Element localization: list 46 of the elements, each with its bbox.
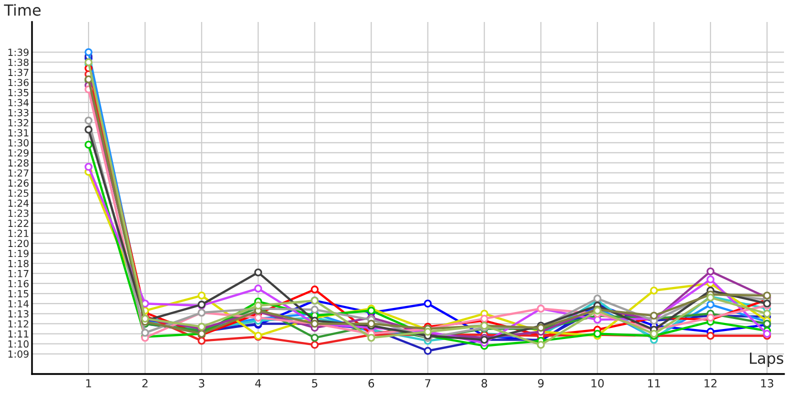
y-tick-label: 1:32 xyxy=(8,119,28,126)
y-tick-label: 1:31 xyxy=(8,129,28,136)
y-tick-label: 1:11 xyxy=(8,330,28,338)
x-tick-label: 4 xyxy=(255,379,262,388)
y-tick-label: 1:36 xyxy=(8,78,29,86)
y-tick-label: 1:24 xyxy=(8,200,29,207)
x-tick-label: 2 xyxy=(142,379,148,388)
y-tick-label: 1:13 xyxy=(8,310,28,318)
x-axis-title: Laps xyxy=(750,352,784,367)
x-tick-label: 13 xyxy=(761,379,774,388)
x-tick-label: 5 xyxy=(312,379,318,388)
x-tick-label: 12 xyxy=(704,379,716,388)
x-tick-label: 11 xyxy=(648,379,660,388)
y-tick-label: 1:15 xyxy=(8,290,28,298)
x-tick-label: 8 xyxy=(482,379,488,388)
y-tick-label: 1:10 xyxy=(8,340,29,348)
x-tick-label: 7 xyxy=(425,379,430,388)
y-tick-label: 1:35 xyxy=(8,88,28,96)
y-tick-label: 1:34 xyxy=(8,98,29,106)
x-tick-label: 3 xyxy=(198,379,204,388)
y-tick-label: 1:29 xyxy=(8,149,29,157)
y-tick-label: 1:18 xyxy=(8,260,29,268)
x-tick-label: 9 xyxy=(538,379,544,388)
y-tick-label: 1:30 xyxy=(8,139,29,147)
y-tick-label: 1:19 xyxy=(8,250,29,258)
y-tick-label: 1:16 xyxy=(8,280,29,288)
y-tick-label: 1:27 xyxy=(8,169,28,177)
x-tick-label: 1 xyxy=(86,379,92,388)
y-tick-label: 1:37 xyxy=(8,68,28,76)
x-tick-label: 6 xyxy=(368,379,374,388)
x-tick-label: 10 xyxy=(592,379,604,388)
y-tick-label: 1:33 xyxy=(8,108,28,116)
y-tick-label: 1:14 xyxy=(8,300,29,308)
y-tick-label: 1:09 xyxy=(8,350,29,358)
y-axis-title: Time xyxy=(4,4,41,16)
y-tick-label: 1:23 xyxy=(8,210,28,217)
y-tick-label: 1:39 xyxy=(8,48,29,56)
y-tick-label: 1:12 xyxy=(8,320,28,328)
y-tick-label: 1:17 xyxy=(8,270,28,278)
y-tick-label: 1:38 xyxy=(8,58,29,66)
y-tick-label: 1:22 xyxy=(8,220,28,227)
y-tick-label: 1:25 xyxy=(8,189,28,197)
y-tick-label: 1:28 xyxy=(8,159,29,167)
y-tick-label: 1:26 xyxy=(8,179,29,187)
y-tick-label: 1:21 xyxy=(8,230,28,237)
y-tick-label: 1:20 xyxy=(8,240,29,248)
